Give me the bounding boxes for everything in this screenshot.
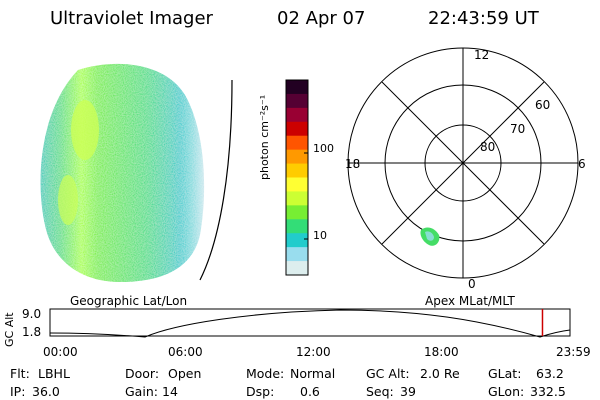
timeline-x-tick-1200: 12:00 xyxy=(296,345,331,359)
timeline-x-tick-0000: 00:00 xyxy=(43,345,78,359)
colorbar-swatch xyxy=(286,149,308,165)
mode-key: Mode: xyxy=(246,366,285,381)
colorbar-frame xyxy=(285,79,309,276)
mlt-label-0: 0 xyxy=(468,277,476,291)
instrument-title: Ultraviolet Imager xyxy=(50,8,213,29)
colorbar-tick-10: 10 xyxy=(313,229,327,242)
timeline-frame xyxy=(49,308,571,337)
timeline-x-tick-2359: 23:59 xyxy=(556,345,591,359)
lat-label-60: 60 xyxy=(535,98,551,112)
gc-alt-key: GC Alt: xyxy=(366,366,410,381)
earth-disk xyxy=(40,63,205,282)
apex-label: Apex MLat/MLT xyxy=(425,294,515,308)
mlt-label-12: 12 xyxy=(474,48,490,62)
glon-key: GLon: xyxy=(488,384,525,399)
mlt-label-6: 6 xyxy=(578,157,586,171)
gain-value: 14 xyxy=(162,384,178,399)
colorbar-tick-100: 100 xyxy=(313,142,334,155)
colorbar-scale xyxy=(285,79,309,276)
gain-key: Gain: xyxy=(125,384,158,399)
colorbar-swatch xyxy=(286,135,308,151)
polar-plot-panel: 12 18 6 0 60 70 80 xyxy=(335,45,600,295)
geographic-label: Geographic Lat/Lon xyxy=(70,294,188,308)
altitude-timeline: GC Alt 9.0 1.8 00:00 06:00 12:00 18:00 2… xyxy=(0,300,600,362)
timeline-x-tick-1800: 18:00 xyxy=(424,345,459,359)
colorbar-swatch xyxy=(286,163,308,178)
mode-value: Normal xyxy=(290,366,336,381)
colorbar: photon cm⁻²s⁻¹ 100 10 xyxy=(255,65,334,295)
altitude-timeline-plot xyxy=(49,308,571,338)
lat-label-70: 70 xyxy=(510,122,526,136)
filter-key: Flt: xyxy=(10,366,30,381)
colorbar-swatch xyxy=(286,247,308,262)
time-label: 22:43:59 UT xyxy=(428,8,539,29)
gc-alt-value: 2.0 Re xyxy=(420,366,460,381)
timeline-y-label: GC Alt xyxy=(3,312,16,347)
door-value: Open xyxy=(168,366,202,381)
limb-arc xyxy=(199,79,233,281)
ip-key: IP: xyxy=(10,384,26,399)
colorbar-swatch xyxy=(286,233,308,248)
filter-value: LBHL xyxy=(38,366,70,381)
dsp-key: Dsp: xyxy=(246,384,275,399)
colorbar-swatch xyxy=(286,107,308,123)
dsp-value: 0.6 xyxy=(300,384,320,399)
colorbar-swatch xyxy=(286,191,308,206)
seq-value: 39 xyxy=(400,384,416,399)
seq-key: Seq: xyxy=(366,384,394,399)
mlt-label-18: 18 xyxy=(345,157,361,171)
colorbar-swatch xyxy=(286,205,308,220)
date-label: 02 Apr 07 xyxy=(277,8,366,29)
colorbar-unit-label: photon cm⁻²s⁻¹ xyxy=(258,94,271,180)
polar-plot xyxy=(347,47,579,279)
glat-key: GLat: xyxy=(488,366,522,381)
timeline-x-tick-0600: 06:00 xyxy=(168,345,203,359)
uv-image-geographic xyxy=(40,63,233,282)
lat-label-80: 80 xyxy=(480,140,496,154)
colorbar-swatch xyxy=(286,261,308,276)
colorbar-swatch xyxy=(286,219,308,234)
timeline-y-tick-1: 1.8 xyxy=(22,325,42,339)
door-key: Door: xyxy=(125,366,160,381)
ip-value: 36.0 xyxy=(32,384,60,399)
altitude-curve xyxy=(49,309,571,338)
glon-value: 332.5 xyxy=(530,384,566,399)
glat-value: 63.2 xyxy=(536,366,564,381)
colorbar-swatch xyxy=(286,93,308,109)
geographic-image-panel xyxy=(0,50,250,300)
colorbar-swatch xyxy=(286,121,308,137)
timeline-y-tick-9: 9.0 xyxy=(22,307,42,321)
colorbar-swatch xyxy=(286,177,308,192)
colorbar-swatch xyxy=(286,80,308,95)
